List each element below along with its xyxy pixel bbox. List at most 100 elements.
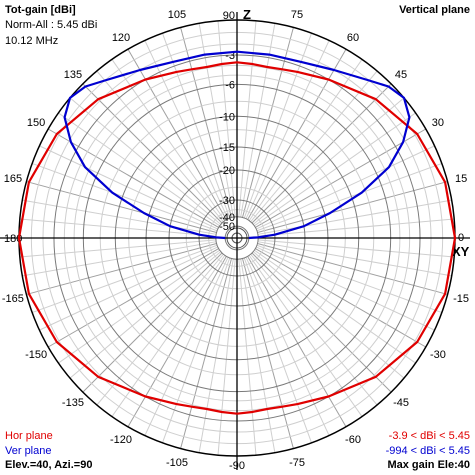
elev-azi-label: Elev.=40, Azi.=90 xyxy=(5,459,93,471)
grid-spoke xyxy=(58,249,220,364)
grid-spoke xyxy=(69,97,222,225)
angle-tick-label: 180 xyxy=(4,233,22,245)
grid-spoke xyxy=(257,199,452,235)
grid-spoke xyxy=(96,253,224,406)
grid-spoke xyxy=(258,218,455,237)
grid-spoke xyxy=(251,252,392,393)
grid-spoke xyxy=(82,252,223,393)
frequency-label: 10.12 MHz xyxy=(5,35,59,47)
angle-tick-label: 90 xyxy=(223,10,235,22)
radial-tick-label: -30 xyxy=(219,195,235,207)
radial-tick-label: -15 xyxy=(219,142,235,154)
angle-tick-label: 150 xyxy=(27,117,45,129)
grid-spoke xyxy=(22,199,217,235)
grid-spoke xyxy=(257,241,452,277)
radial-tick-label: -3 xyxy=(225,50,235,62)
radial-tick-label: -20 xyxy=(219,165,235,177)
grid-spoke xyxy=(198,258,234,453)
angle-tick-label: -30 xyxy=(430,349,446,361)
angle-tick-label: 135 xyxy=(64,69,82,81)
angle-tick-label: -165 xyxy=(2,293,24,305)
grid-spoke xyxy=(47,248,219,348)
view-label: Vertical plane xyxy=(399,4,470,16)
angle-tick-label: 45 xyxy=(395,69,407,81)
grid-spoke xyxy=(161,32,231,219)
grid-spoke xyxy=(257,243,448,295)
angle-tick-label: 15 xyxy=(455,173,467,185)
series-ver-plane xyxy=(63,50,411,240)
grid-spoke xyxy=(217,259,236,456)
grid-spoke xyxy=(256,162,443,232)
grid-spoke xyxy=(82,83,223,224)
angle-tick-label: -60 xyxy=(345,434,361,446)
angle-tick-label: -15 xyxy=(453,293,469,305)
grid-spoke xyxy=(245,256,330,436)
angle-tick-label: 30 xyxy=(432,117,444,129)
grid-spoke xyxy=(22,241,217,277)
angle-tick-label: 165 xyxy=(4,173,22,185)
grid-spoke xyxy=(251,83,392,224)
range-ver-label: -994 < dBi < 5.45 xyxy=(385,445,470,457)
radial-tick-label: -6 xyxy=(225,79,235,91)
radial-tick-label: -50 xyxy=(219,221,235,233)
angle-tick-label: -45 xyxy=(393,397,409,409)
angle-tick-label: 120 xyxy=(112,32,130,44)
chart-title: Tot-gain [dBi] xyxy=(5,4,76,16)
grid-spoke xyxy=(255,248,427,348)
grid-spoke xyxy=(256,244,443,314)
grid-spoke xyxy=(247,48,347,220)
axis-label-z: Z xyxy=(243,7,251,22)
grid-spoke xyxy=(39,145,219,230)
grid-spoke xyxy=(258,239,455,258)
grid-spoke xyxy=(255,246,435,331)
grid-spoke xyxy=(161,257,231,444)
grid-spoke xyxy=(47,128,219,228)
angle-tick-label: 60 xyxy=(347,32,359,44)
grid-spoke xyxy=(58,112,220,227)
radial-tick-label: -10 xyxy=(219,111,235,123)
angle-tick-label: -135 xyxy=(62,397,84,409)
grid-spoke xyxy=(252,251,405,379)
grid-spoke xyxy=(243,32,313,219)
angle-tick-label: 75 xyxy=(291,9,303,21)
grid-spoke xyxy=(250,70,378,223)
grid-spoke xyxy=(144,256,229,436)
radial-tick-label: -40 xyxy=(219,212,235,224)
grid-spoke xyxy=(127,256,227,428)
grid-spoke xyxy=(255,145,435,230)
grid-spoke xyxy=(240,258,276,453)
series-hor-plane xyxy=(17,61,457,415)
grid-spoke xyxy=(255,128,427,228)
grid-spoke xyxy=(242,258,294,449)
grid-spoke xyxy=(69,251,222,379)
grid-spoke xyxy=(31,162,218,232)
grid-spoke xyxy=(252,97,405,225)
grid-spoke xyxy=(243,257,313,444)
angle-tick-label: -90 xyxy=(229,460,245,472)
grid-spoke xyxy=(254,112,416,227)
angle-tick-label: -120 xyxy=(110,434,132,446)
grid-spoke xyxy=(39,246,219,331)
angle-tick-label: -75 xyxy=(289,457,305,469)
legend-ver-plane: Ver plane xyxy=(5,445,52,457)
angle-tick-label: 0 xyxy=(458,232,464,244)
angle-tick-label: -150 xyxy=(25,349,47,361)
grid-spoke xyxy=(250,253,378,406)
grid-spoke xyxy=(257,181,448,233)
grid-spoke xyxy=(180,258,232,449)
legend-hor-plane: Hor plane xyxy=(5,430,53,442)
grid-spoke xyxy=(238,259,257,456)
axis-label-xy: XY xyxy=(452,244,470,259)
grid-spoke xyxy=(31,244,218,314)
grid-spoke xyxy=(247,256,347,428)
grid-spoke xyxy=(245,40,330,220)
grid-spoke xyxy=(127,48,227,220)
grid-spoke xyxy=(19,218,216,237)
grid-spoke xyxy=(254,249,416,364)
grid-spoke xyxy=(96,70,224,223)
range-hor-label: -3.9 < dBi < 5.45 xyxy=(388,430,470,442)
max-gain-label: Max gain Ele:40 xyxy=(387,459,470,471)
grid-spoke xyxy=(26,181,217,233)
angle-tick-label: 105 xyxy=(168,9,186,21)
